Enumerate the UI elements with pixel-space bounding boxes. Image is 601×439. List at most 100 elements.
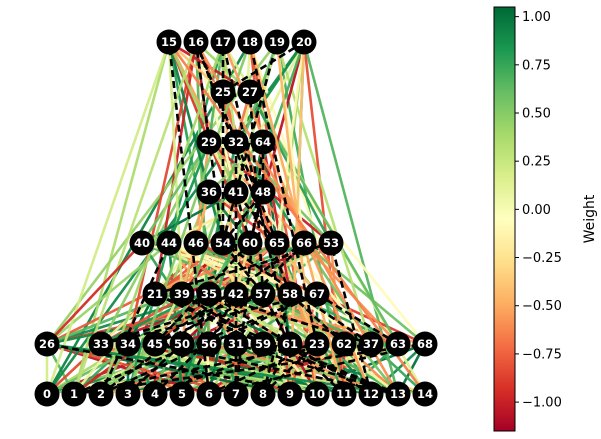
node-label: 42 bbox=[228, 287, 244, 301]
node-label: 36 bbox=[201, 185, 217, 199]
edge-39-15 bbox=[167, 41, 184, 295]
node-circle bbox=[223, 331, 249, 357]
edge-44-29 bbox=[167, 141, 211, 244]
node-label: 46 bbox=[188, 236, 204, 250]
edge-41-19 bbox=[234, 41, 279, 193]
node-60: 60 bbox=[237, 230, 263, 256]
node-circle bbox=[210, 230, 236, 256]
edge-41-15 bbox=[167, 41, 238, 193]
edge-21-53 bbox=[154, 241, 332, 296]
node-label: 45 bbox=[147, 337, 163, 351]
colorbar-tick-label: 0.50 bbox=[522, 107, 551, 122]
node-label: 32 bbox=[228, 135, 244, 149]
node-46: 46 bbox=[183, 230, 209, 256]
edge-37-19 bbox=[275, 41, 373, 345]
edge-2-44 bbox=[99, 242, 171, 395]
node-label: 8 bbox=[259, 387, 267, 401]
node-16: 16 bbox=[183, 29, 209, 55]
node-label: 66 bbox=[296, 236, 312, 250]
node-1: 1 bbox=[61, 381, 87, 407]
node-66: 66 bbox=[291, 230, 317, 256]
node-label: 7 bbox=[232, 387, 240, 401]
node-circle bbox=[142, 331, 168, 357]
edge-54-41 bbox=[221, 191, 238, 244]
node-label: 27 bbox=[242, 85, 258, 99]
node-5: 5 bbox=[169, 381, 195, 407]
node-label: 63 bbox=[390, 337, 406, 351]
node-circle bbox=[196, 129, 222, 155]
edge-2-67 bbox=[100, 292, 318, 396]
node-circle bbox=[156, 230, 182, 256]
node-circle bbox=[61, 381, 87, 407]
colorbar-tick-label: 0.00 bbox=[522, 203, 551, 218]
node-label: 20 bbox=[296, 35, 312, 49]
node-56: 56 bbox=[196, 331, 222, 357]
edge-26-40 bbox=[46, 242, 143, 345]
node-circle bbox=[88, 381, 114, 407]
node-label: 67 bbox=[309, 287, 325, 301]
node-6: 6 bbox=[196, 381, 222, 407]
node-circle bbox=[304, 331, 330, 357]
node-label: 25 bbox=[215, 85, 231, 99]
node-label: 1 bbox=[70, 387, 78, 401]
node-59: 59 bbox=[250, 331, 276, 357]
node-17: 17 bbox=[210, 29, 236, 55]
node-circle bbox=[183, 29, 209, 55]
node-33: 33 bbox=[88, 331, 114, 357]
node-label: 39 bbox=[174, 287, 190, 301]
colorbar-tick-label: −0.50 bbox=[522, 299, 562, 314]
node-circle bbox=[34, 381, 60, 407]
node-circle bbox=[115, 331, 141, 357]
colorbar-ticks: 1.00 0.75 0.50 0.25 0.00 −0.25 −0.50 −0.75 −1.00 bbox=[515, 10, 562, 411]
node-15: 15 bbox=[156, 29, 182, 55]
node-19: 19 bbox=[264, 29, 290, 55]
node-circle bbox=[264, 230, 290, 256]
node-circle bbox=[223, 129, 249, 155]
node-label: 4 bbox=[151, 387, 159, 401]
node-label: 61 bbox=[282, 337, 298, 351]
node-label: 10 bbox=[309, 387, 325, 401]
node-10: 10 bbox=[304, 381, 330, 407]
node-label: 65 bbox=[269, 236, 285, 250]
node-label: 35 bbox=[201, 287, 217, 301]
edge-9-67 bbox=[288, 293, 319, 395]
node-57: 57 bbox=[250, 281, 276, 307]
node-circle bbox=[237, 230, 263, 256]
node-3: 3 bbox=[115, 381, 141, 407]
node-62: 62 bbox=[331, 331, 357, 357]
node-circle bbox=[196, 331, 222, 357]
node-41: 41 bbox=[223, 179, 249, 205]
node-circle bbox=[277, 331, 303, 357]
colorbar-tick-label: 0.25 bbox=[522, 155, 551, 170]
node-label: 29 bbox=[201, 135, 217, 149]
node-circle bbox=[142, 281, 168, 307]
node-20: 20 bbox=[291, 29, 317, 55]
node-12: 12 bbox=[358, 381, 384, 407]
node-8: 8 bbox=[250, 381, 276, 407]
node-circle bbox=[196, 179, 222, 205]
node-circle bbox=[250, 281, 276, 307]
node-circle bbox=[358, 331, 384, 357]
node-circle bbox=[331, 381, 357, 407]
node-63: 63 bbox=[385, 331, 411, 357]
edge-37-29 bbox=[207, 141, 373, 345]
node-label: 54 bbox=[215, 236, 231, 250]
node-circle bbox=[358, 381, 384, 407]
node-circle bbox=[304, 281, 330, 307]
node-label: 6 bbox=[205, 387, 213, 401]
edge-34-16 bbox=[126, 41, 198, 345]
node-67: 67 bbox=[304, 281, 330, 307]
node-circle bbox=[156, 29, 182, 55]
node-40: 40 bbox=[129, 230, 155, 256]
node-35: 35 bbox=[196, 281, 222, 307]
edge-63-67 bbox=[316, 292, 399, 346]
node-label: 34 bbox=[120, 337, 136, 351]
colorbar: 1.00 0.75 0.50 0.25 0.00 −0.25 −0.50 −0.75 −1.00… bbox=[493, 6, 598, 432]
node-circle bbox=[385, 381, 411, 407]
node-label: 64 bbox=[255, 135, 271, 149]
node-7: 7 bbox=[223, 381, 249, 407]
node-label: 37 bbox=[363, 337, 379, 351]
node-label: 48 bbox=[255, 185, 271, 199]
